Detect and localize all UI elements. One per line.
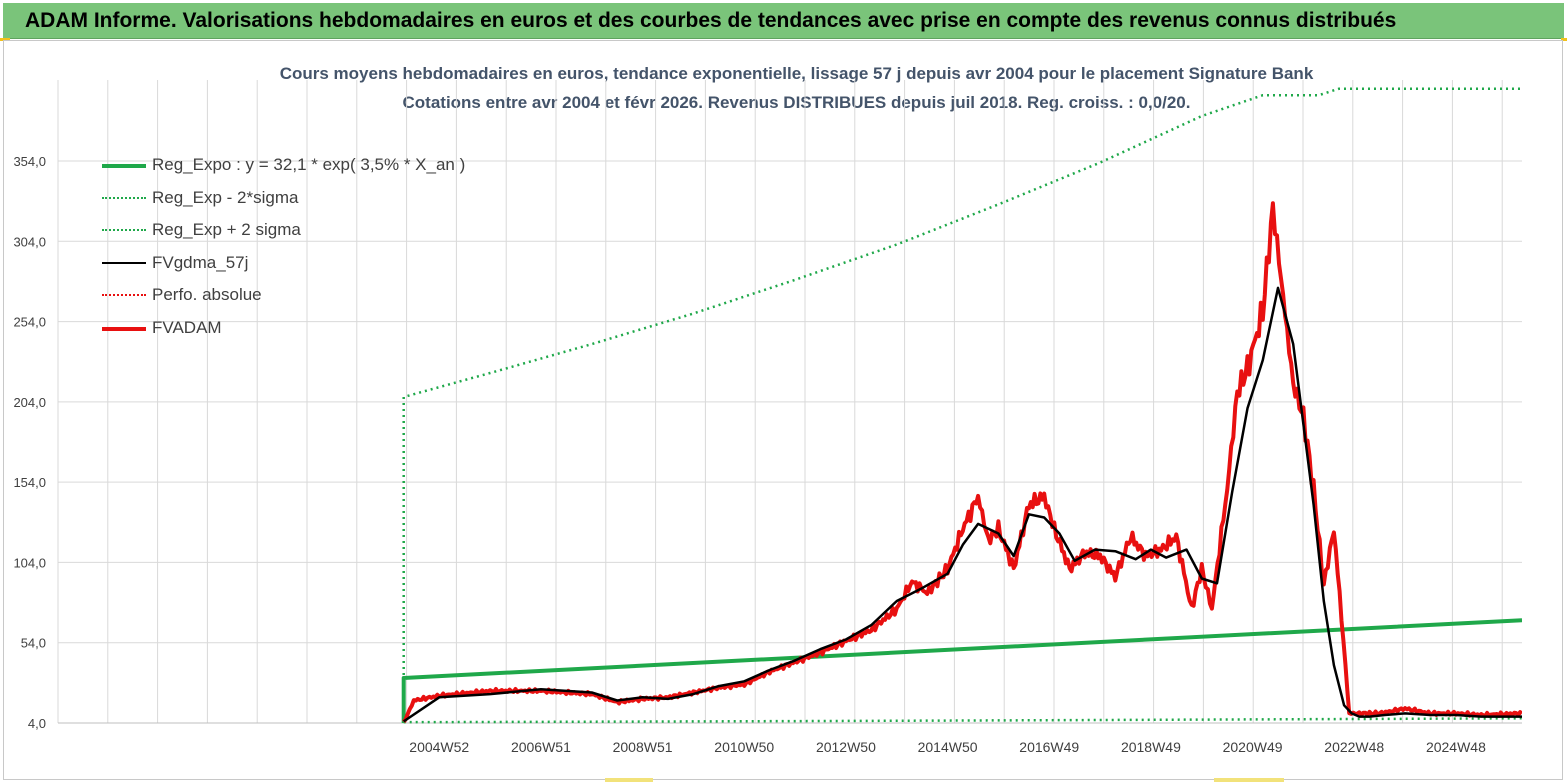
y-tick-label: 304,0 <box>13 234 46 249</box>
x-tick-label: 2016W49 <box>1019 739 1079 755</box>
legend-label: Reg_Expo : y = 32,1 * exp( 3,5% * X_an ) <box>152 155 466 174</box>
accent-mark-left <box>0 38 10 41</box>
chart-title-line-1: Cours moyens hebdomadaires en euros, ten… <box>279 64 1314 83</box>
reg-exp-minus-2sigma-line <box>403 717 1522 724</box>
x-tick-label: 2004W52 <box>409 739 469 755</box>
legend-label: Reg_Exp - 2*sigma <box>152 187 299 207</box>
x-tick-label: 2006W51 <box>511 739 571 755</box>
legend-swatch <box>102 229 146 232</box>
fvadam-line <box>402 201 1522 723</box>
x-tick-label: 2014W50 <box>918 739 978 755</box>
legend-swatch <box>102 294 146 297</box>
report-banner: ADAM Informe. Valorisations hebdomadaire… <box>3 3 1564 39</box>
x-tick-label: 2018W49 <box>1121 739 1181 755</box>
x-tick-label: 2024W48 <box>1426 739 1486 755</box>
accent-mark-bottom <box>605 778 653 782</box>
y-tick-label: 4,0 <box>28 716 46 731</box>
reg-expo-line <box>401 618 1522 723</box>
legend-label: FVgdma_57j <box>152 252 249 272</box>
legend-label: FVADAM <box>152 318 222 337</box>
y-tick-label: 54,0 <box>21 636 46 651</box>
legend-swatch <box>102 164 146 168</box>
x-tick-label: 2012W50 <box>816 739 876 755</box>
x-tick-label: 2020W49 <box>1223 739 1283 755</box>
report-title: ADAM Informe. Valorisations hebdomadaire… <box>25 9 1397 32</box>
chart-frame <box>3 40 1563 780</box>
x-tick-label: 2010W50 <box>714 739 774 755</box>
perfo-absolue-line <box>402 202 1522 723</box>
x-tick-label: 2008W51 <box>613 739 673 755</box>
fvgdma-57j-line <box>402 286 1522 723</box>
legend-swatch <box>102 261 146 264</box>
y-tick-label: 354,0 <box>13 154 46 169</box>
reg-exp-plus-2sigma-line <box>402 87 1522 723</box>
accent-mark-bottom-2 <box>1214 778 1284 782</box>
y-tick-label: 254,0 <box>13 315 46 330</box>
legend-label: Reg_Exp + 2 sigma <box>152 220 301 240</box>
y-tick-label: 104,0 <box>13 555 46 570</box>
chart-title-line-2: Cotations entre avr 2004 et févr 2026. R… <box>402 93 1191 112</box>
accent-mark-right <box>1561 38 1567 41</box>
legend-swatch <box>102 196 146 199</box>
y-tick-label: 154,0 <box>13 475 46 490</box>
legend-label: Perfo. absolue <box>152 285 262 305</box>
legend-swatch <box>102 327 146 331</box>
x-tick-label: 2022W48 <box>1324 739 1384 755</box>
y-tick-label: 204,0 <box>13 395 46 410</box>
